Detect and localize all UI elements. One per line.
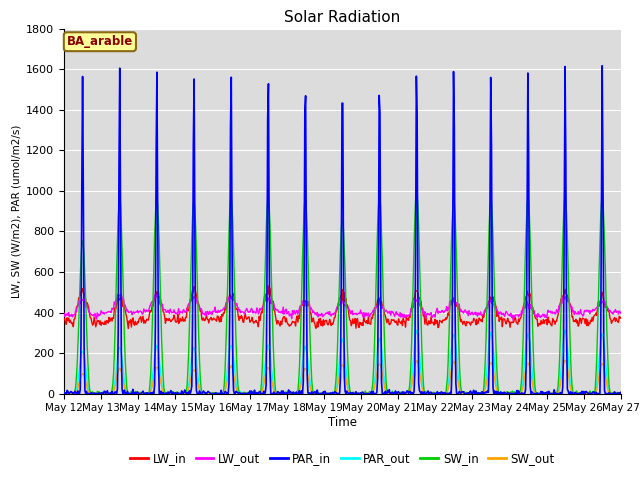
Text: BA_arable: BA_arable: [67, 35, 133, 48]
Title: Solar Radiation: Solar Radiation: [284, 10, 401, 25]
X-axis label: Time: Time: [328, 416, 357, 429]
Legend: LW_in, LW_out, PAR_in, PAR_out, SW_in, SW_out: LW_in, LW_out, PAR_in, PAR_out, SW_in, S…: [125, 447, 559, 469]
Y-axis label: LW, SW (W/m2), PAR (umol/m2/s): LW, SW (W/m2), PAR (umol/m2/s): [12, 124, 22, 298]
